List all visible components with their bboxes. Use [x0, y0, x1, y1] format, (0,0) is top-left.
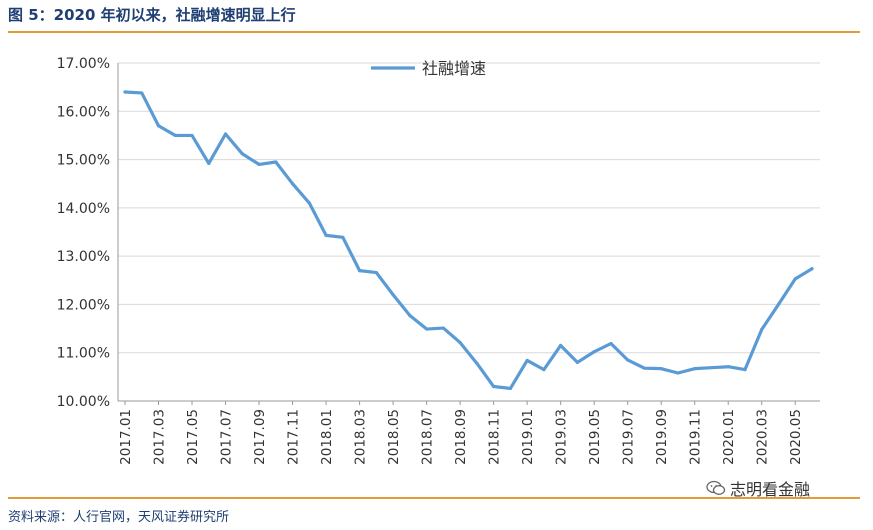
data-point [357, 269, 362, 273]
data-point [441, 326, 445, 330]
watermark-text: 志明看金融 [730, 480, 811, 499]
y-tick-label: 14.00% [57, 201, 110, 217]
data-point [693, 367, 697, 371]
watermark: 志明看金融 [706, 476, 810, 500]
data-point [425, 327, 429, 331]
data-point [726, 365, 730, 369]
x-tick-label: 2020.05 [788, 409, 804, 465]
x-tick-label: 2018.01 [319, 409, 335, 465]
x-tick-label: 2019.09 [654, 409, 670, 465]
x-tick-label: 2019.05 [587, 409, 603, 465]
data-point [274, 160, 278, 164]
data-point [307, 201, 311, 205]
y-tick-label: 12.00% [57, 297, 110, 313]
data-point [475, 361, 479, 365]
data-point [391, 293, 395, 297]
y-axis: 10.00% 11.00% 12.00% 13.00% 14.00% 15.00% 16.0… [57, 56, 119, 410]
data-point [324, 233, 328, 237]
data-point [374, 270, 378, 275]
data-point [290, 182, 295, 186]
x-tick-label: 2020.01 [721, 409, 737, 465]
y-tick-label: 16.00% [57, 104, 110, 120]
data-point [223, 132, 228, 136]
legend-label: 社融增速 [422, 59, 486, 78]
x-tick-label: 2017.05 [185, 409, 201, 465]
data-point [140, 91, 144, 95]
data-point [257, 162, 261, 166]
data-point [810, 267, 814, 271]
series-line [123, 90, 814, 391]
data-point [173, 133, 177, 138]
data-point [743, 368, 747, 372]
data-point [508, 386, 512, 391]
line-chart: 10.00% 11.00% 12.00% 13.00% 14.00% 15.00% 16.0… [57, 56, 820, 465]
x-tick-label: 2017.07 [219, 409, 235, 465]
legend: 社融增速 [371, 59, 486, 78]
data-point [642, 366, 647, 370]
x-tick-label: 2017.01 [118, 409, 134, 465]
data-point [676, 371, 680, 375]
grid-lines [118, 62, 820, 354]
data-point [659, 367, 663, 371]
x-tick-label: 2018.07 [420, 409, 436, 465]
data-point [709, 366, 714, 370]
x-tick-label: 2018.11 [487, 409, 503, 465]
source-rule [8, 497, 860, 499]
data-point [575, 360, 580, 364]
y-tick-label: 11.00% [57, 346, 110, 362]
data-point [123, 90, 127, 94]
wechat-icon [706, 480, 726, 495]
data-point [609, 341, 613, 346]
y-tick-label: 15.00% [57, 153, 110, 169]
data-point [341, 235, 345, 239]
data-point [592, 350, 596, 354]
y-tick-label: 13.00% [57, 249, 110, 265]
x-tick-label: 2018.09 [453, 409, 469, 465]
data-point [240, 152, 244, 156]
data-point [156, 124, 161, 128]
x-tick-label: 2018.05 [386, 409, 402, 465]
data-point [793, 277, 797, 281]
data-point [542, 368, 546, 372]
x-tick-label: 2019.01 [520, 409, 536, 465]
data-point [458, 340, 462, 345]
data-point [190, 133, 194, 138]
y-tick-label: 17.00% [57, 56, 110, 72]
y-tick-label: 10.00% [57, 394, 110, 410]
data-point [760, 327, 764, 332]
data-point [626, 358, 630, 362]
data-point [559, 343, 563, 348]
data-point [408, 313, 412, 318]
x-tick-label: 2017.11 [286, 409, 302, 465]
x-tick-label: 2020.03 [755, 409, 771, 465]
x-tick-label: 2017.09 [252, 409, 268, 465]
x-tick-label: 2018.03 [353, 409, 369, 465]
data-point [776, 302, 781, 307]
title-rule [8, 31, 860, 33]
data-point [207, 161, 211, 166]
x-tick-label: 2017.03 [152, 409, 168, 465]
x-tick-label: 2019.03 [554, 409, 570, 465]
x-axis: 2017.01 2017.03 2017.05 2017.07 2017.09 2017.… [118, 400, 820, 465]
x-tick-label: 2019.11 [688, 409, 704, 465]
data-point [525, 358, 529, 363]
data-point [492, 384, 496, 389]
figure-title: 图 5：2020 年初以来，社融增速明显上行 [8, 6, 296, 24]
series-layer [123, 90, 814, 391]
source-note: 资料来源：人行官网，天风证券研究所 [8, 510, 230, 525]
x-tick-label: 2019.07 [621, 409, 637, 465]
